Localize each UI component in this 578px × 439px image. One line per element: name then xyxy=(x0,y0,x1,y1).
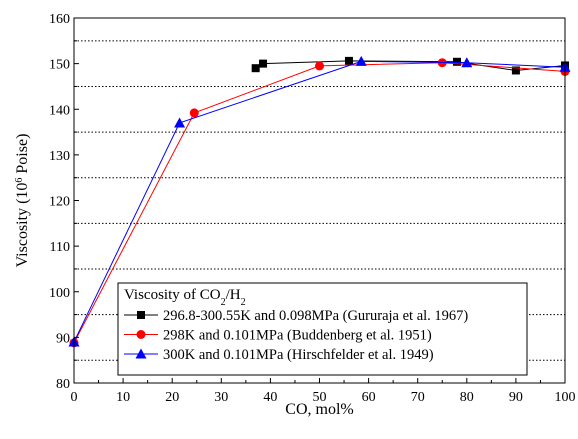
data-point xyxy=(251,64,260,73)
y-tick-label: 110 xyxy=(50,240,70,255)
legend: Viscosity of CO2/H2 296.8-300.55K and 0.… xyxy=(117,282,528,376)
y-tick-label: 150 xyxy=(49,58,70,73)
data-point xyxy=(511,66,520,75)
y-tick-label: 140 xyxy=(49,103,70,118)
x-tick-label: 50 xyxy=(313,390,327,405)
x-tick-label: 10 xyxy=(116,390,130,405)
x-axis-label: CO, mol% xyxy=(285,401,353,418)
data-point xyxy=(355,55,367,66)
x-tick-label: 30 xyxy=(214,390,228,405)
y-tick-label: 160 xyxy=(49,12,70,27)
axis-ticks: 0 10 20 30 40 50 60 70 80 90 100 80 90 100 110 120 130 14… xyxy=(49,12,576,405)
x-tick-label: 80 xyxy=(460,390,474,405)
y-tick-label: 130 xyxy=(49,149,70,164)
data-point xyxy=(259,59,268,68)
data-point xyxy=(174,117,186,128)
x-tick-label: 40 xyxy=(263,390,277,405)
legend-entries: 296.8-300.55K and 0.098MPa (Gururaja et … xyxy=(124,308,468,363)
x-tick-label: 60 xyxy=(362,390,376,405)
x-tick-label: 0 xyxy=(71,390,78,405)
legend-label: 296.8-300.55K and 0.098MPa (Gururaja et … xyxy=(163,308,468,324)
y-tick-label: 90 xyxy=(56,331,70,346)
data-point xyxy=(461,57,473,68)
x-tick-label: 90 xyxy=(509,390,523,405)
y-tick-label: 100 xyxy=(49,286,70,301)
y-axis-label: Viscosity (106 Poise) xyxy=(14,134,32,268)
legend-entry: 296.8-300.55K and 0.098MPa (Gururaja et … xyxy=(124,308,468,324)
legend-label: 298K and 0.101MPa (Buddenberg et al. 195… xyxy=(163,328,432,344)
data-point xyxy=(344,56,353,65)
legend-entry: 300K and 0.101MPa (Hirschfelder et al. 1… xyxy=(124,347,434,363)
legend-marker xyxy=(135,348,147,359)
data-point xyxy=(315,61,324,71)
y-tick-label: 120 xyxy=(49,195,70,210)
y-tick-label: 80 xyxy=(56,377,70,392)
x-tick-label: 100 xyxy=(555,390,576,405)
legend-label: 300K and 0.101MPa (Hirschfelder et al. 1… xyxy=(163,347,434,363)
data-point xyxy=(189,108,199,118)
x-tick-label: 20 xyxy=(165,390,179,405)
data-point xyxy=(452,57,461,66)
x-tick-label: 70 xyxy=(411,390,425,405)
legend-title: Viscosity of CO2/H2 xyxy=(124,287,246,308)
legend-entry: 298K and 0.101MPa (Buddenberg et al. 195… xyxy=(124,328,432,344)
legend-marker xyxy=(137,311,145,319)
legend-box xyxy=(117,282,528,376)
legend-marker xyxy=(136,330,146,339)
